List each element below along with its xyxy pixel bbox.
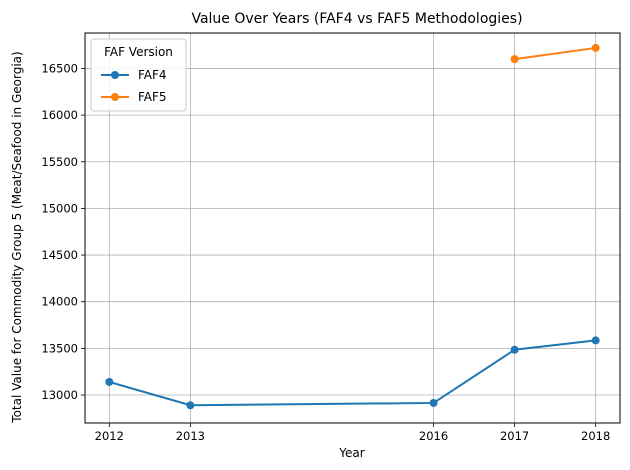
axis-ticks: 2012 2013 2016 2017 2018 13000 13500 14000 14500… — [41, 61, 610, 443]
y-tick-label: 15000 — [41, 201, 78, 215]
series-line-faf5 — [514, 46, 596, 61]
series-line-faf4 — [109, 339, 596, 407]
chart-title: Value Over Years (FAF4 vs FAF5 Methodolo… — [191, 11, 522, 27]
y-axis-label: Total Value for Commodity Group 5 (Meat/… — [10, 51, 24, 423]
y-tick-label: 14500 — [41, 248, 78, 262]
y-tick-label: 16500 — [41, 61, 78, 75]
grid-lines — [85, 33, 620, 423]
x-tick-label: 2018 — [581, 429, 610, 443]
data-point-faf5 — [510, 55, 519, 64]
data-point-faf4 — [186, 401, 195, 410]
x-tick-label: 2013 — [176, 429, 205, 443]
y-tick-label: 16000 — [41, 108, 78, 122]
plot-frame — [84, 32, 621, 424]
y-tick-label: 13500 — [41, 341, 78, 355]
data-point-faf4 — [429, 398, 438, 407]
legend-swatch-marker — [111, 93, 119, 101]
legend-label: FAF5 — [138, 90, 167, 104]
legend-swatch-marker — [111, 71, 119, 79]
series-layer — [105, 43, 600, 410]
x-tick-label: 2012 — [95, 429, 124, 443]
y-tick-label: 14000 — [41, 295, 78, 309]
legend: FAF Version FAF4 FAF5 — [90, 38, 187, 112]
legend-title: FAF Version — [104, 45, 173, 59]
data-point-faf4 — [105, 377, 114, 386]
y-tick-label: 13000 — [41, 388, 78, 402]
x-tick-label: 2017 — [500, 429, 529, 443]
x-axis-label: Year — [338, 446, 364, 460]
data-point-faf4 — [591, 336, 600, 345]
legend-label: FAF4 — [138, 68, 167, 82]
data-point-faf4 — [510, 345, 519, 354]
x-tick-label: 2016 — [419, 429, 448, 443]
y-tick-label: 15500 — [41, 155, 78, 169]
data-point-faf5 — [591, 43, 600, 52]
legend-box — [90, 38, 187, 112]
